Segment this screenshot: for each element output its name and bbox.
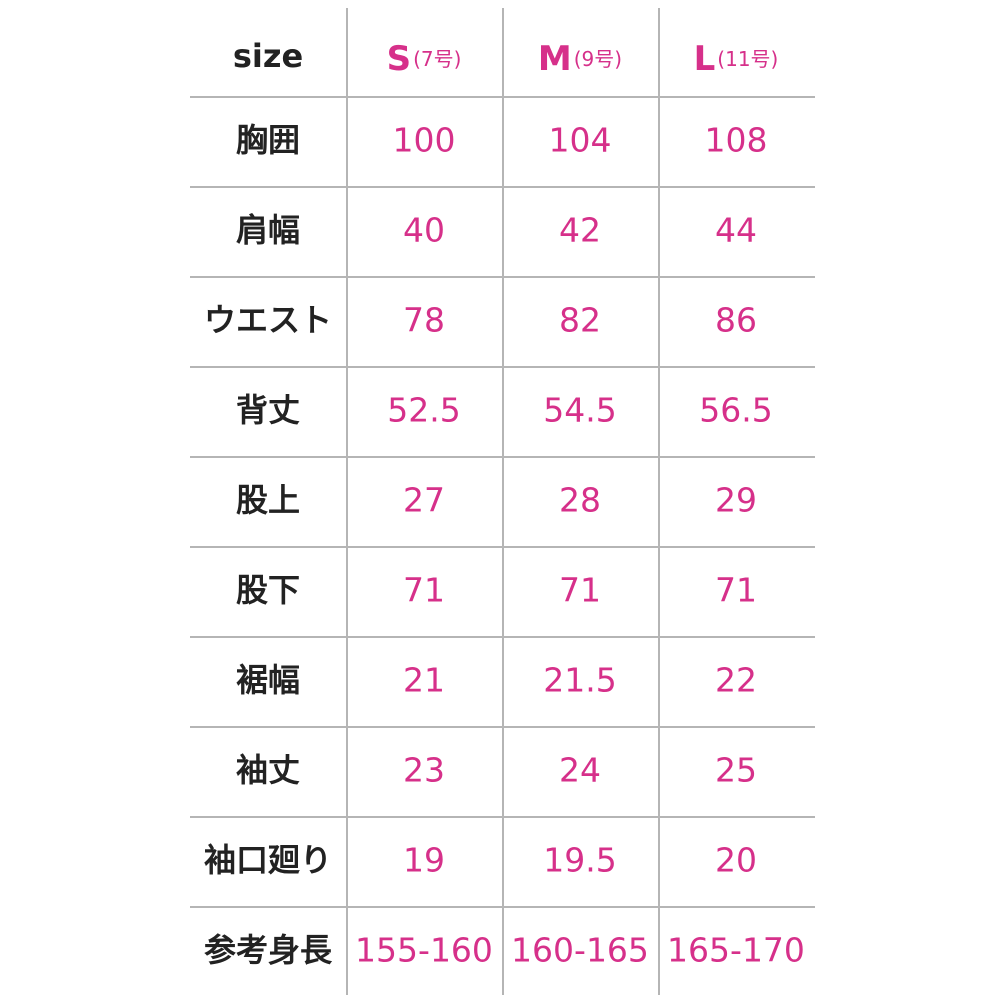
cell-value: 155-160 [355,931,493,970]
cell-value: 42 [559,211,601,250]
row-label: 股下 [236,571,300,609]
size-note: (7号) [413,47,461,71]
header-cell: S (7号) [387,39,462,79]
size-note: (11号) [717,47,778,71]
row-label: 参考身長 [204,931,333,969]
cell-value: 160-165 [511,931,649,970]
cell-value: 40 [403,211,445,250]
cell-value: 54.5 [543,391,616,430]
cell-value: 28 [559,481,601,520]
size-letter: L [694,39,716,79]
size-letter: M [538,39,572,79]
cell-value: 29 [715,481,757,520]
size-letter: S [387,39,412,79]
cell-value: 78 [403,301,445,340]
header-cell: size [233,37,303,75]
row-label: 袖丈 [236,751,300,789]
cell-value: 19.5 [543,841,616,880]
cell-value: 108 [705,121,768,160]
row-label: 肩幅 [236,211,300,249]
header-cell: L (11号) [694,39,779,79]
cell-value: 82 [559,301,601,340]
cell-value: 24 [559,751,601,790]
size-note: (9号) [574,47,622,71]
row-label: 袖口廻り [204,841,332,879]
cell-value: 86 [715,301,757,340]
cell-value: 52.5 [387,391,460,430]
cell-value: 71 [715,571,757,610]
cell-value: 21.5 [543,661,616,700]
cell-value: 71 [403,571,445,610]
cell-value: 104 [549,121,612,160]
row-label: ウエスト [204,301,332,339]
cell-value: 22 [715,661,757,700]
cell-value: 20 [715,841,757,880]
cell-value: 100 [393,121,456,160]
cell-value: 21 [403,661,445,700]
cell-value: 23 [403,751,445,790]
row-label: 裾幅 [236,661,300,699]
row-label: 股上 [236,481,300,519]
cell-value: 56.5 [699,391,772,430]
cell-value: 25 [715,751,757,790]
row-label: 背丈 [236,391,300,429]
cell-value: 27 [403,481,445,520]
row-label: 胸囲 [236,121,300,159]
cell-value: 44 [715,211,757,250]
cell-value: 71 [559,571,601,610]
cell-value: 19 [403,841,445,880]
header-cell: M (9号) [538,39,622,79]
cell-value: 165-170 [667,931,805,970]
